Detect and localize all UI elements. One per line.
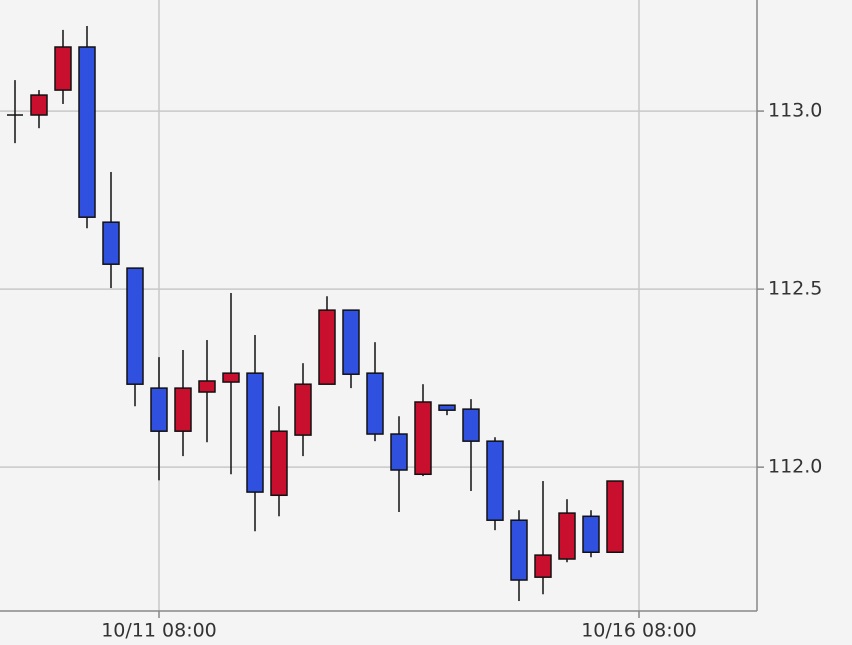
candle-body <box>438 404 456 411</box>
candle-body <box>414 401 432 476</box>
candle-body <box>150 387 168 432</box>
candle-body <box>318 309 336 385</box>
y-tick-label: 113.0 <box>768 100 822 122</box>
candle-body <box>78 46 96 218</box>
candle-body <box>462 408 480 442</box>
candle-body <box>30 94 48 116</box>
candle-body <box>222 372 240 383</box>
candle-body <box>390 433 408 471</box>
candle-body <box>270 430 288 497</box>
x-tick-label: 10/16 08:00 <box>581 620 697 642</box>
candle-body <box>54 46 72 91</box>
candle-body <box>342 309 360 375</box>
candle-body <box>294 383 312 436</box>
candle-body <box>198 380 216 393</box>
candle-body <box>558 512 576 560</box>
candle-body <box>582 515 600 554</box>
candle-body <box>534 554 552 578</box>
x-tick-label: 10/11 08:00 <box>101 620 217 642</box>
candle-body <box>174 387 192 432</box>
candle-body <box>606 480 624 553</box>
y-tick-label: 112.0 <box>768 456 822 478</box>
candle-body <box>486 440 504 521</box>
candle-body <box>102 221 120 265</box>
candle-body <box>366 372 384 435</box>
candle-body <box>510 519 528 581</box>
y-tick-label: 112.5 <box>768 278 822 300</box>
candle-body <box>126 267 144 385</box>
candle-body <box>246 372 264 493</box>
